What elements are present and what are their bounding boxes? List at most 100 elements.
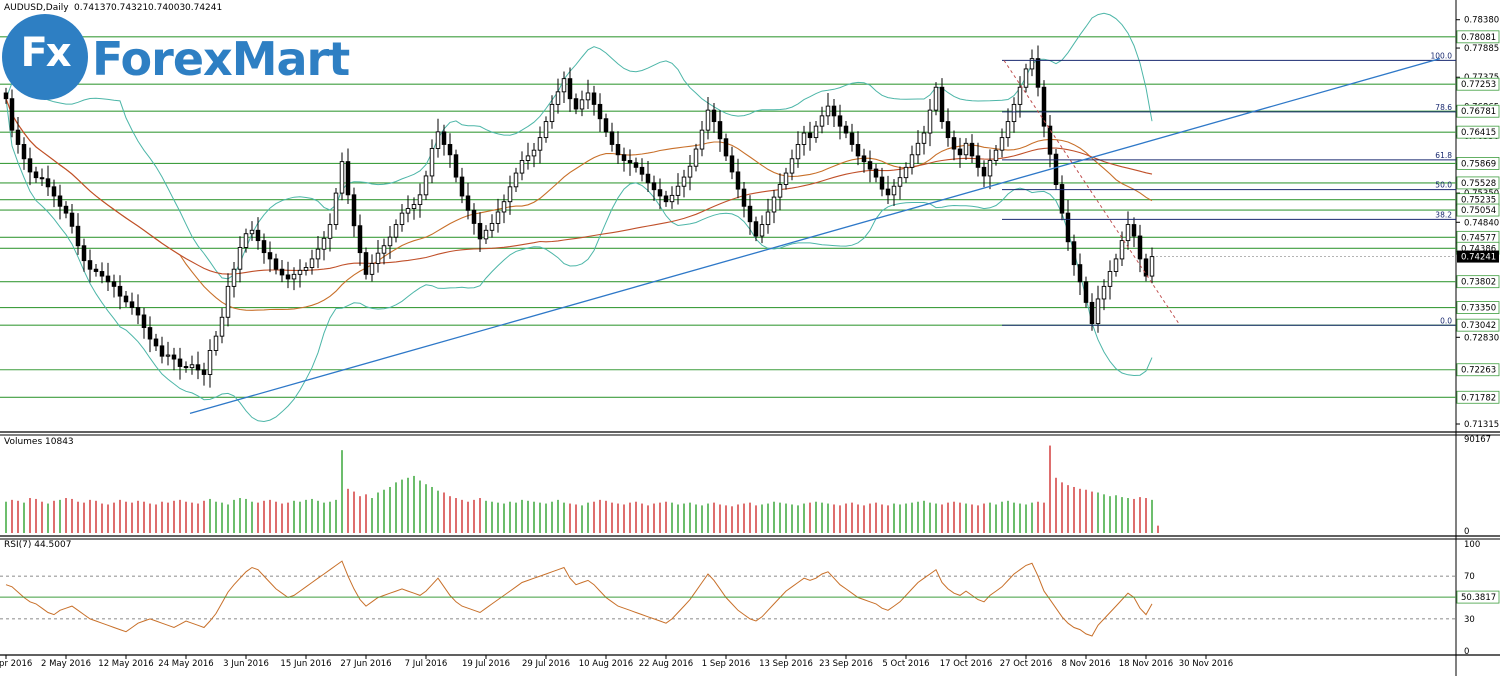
price-level-label: 0.78081 <box>1461 33 1496 43</box>
candle-body <box>393 224 399 238</box>
candle-body <box>1041 86 1047 127</box>
rsi-line <box>5 560 1153 637</box>
candle-body <box>321 237 327 250</box>
price-level-tag <box>1456 176 1500 190</box>
logo-fx-text: Fx <box>20 30 71 76</box>
candle-body <box>975 155 981 168</box>
candle-body <box>903 166 909 179</box>
candle-body <box>159 345 165 357</box>
candle-body <box>873 168 879 178</box>
x-tick-label: 10 Aug 2016 <box>579 659 633 669</box>
candle-body <box>1065 212 1071 243</box>
candle-body <box>93 268 99 272</box>
candle-body <box>657 189 663 197</box>
candle-body <box>441 131 447 145</box>
candle-body <box>207 350 213 375</box>
open-value: 0.74137 <box>74 3 111 13</box>
low-value: 0.74003 <box>148 3 185 13</box>
x-tick-label: 24 May 2016 <box>158 659 213 669</box>
candle-body <box>1089 301 1095 325</box>
candle-body <box>795 144 801 160</box>
candle-body <box>501 201 507 213</box>
candle-body <box>45 178 51 188</box>
candle-body <box>927 109 933 134</box>
candle-body <box>855 144 861 157</box>
candle-body <box>561 78 567 93</box>
candle-body <box>243 233 249 248</box>
price-level-label: 0.73042 <box>1461 321 1496 331</box>
candle-body <box>939 86 945 123</box>
candle-body <box>381 245 387 254</box>
rsi-label: RSI(7) 44.5007 <box>4 540 71 550</box>
candle-body <box>825 105 831 117</box>
y-tick-label: 0.77885 <box>1464 44 1499 54</box>
candle-body <box>549 103 555 123</box>
price-level-label: 0.71782 <box>1461 393 1496 403</box>
price-level-label: 0.76781 <box>1461 107 1496 117</box>
candle-body <box>933 86 939 111</box>
candle-body <box>555 91 561 105</box>
candle-body <box>1035 58 1041 88</box>
price-level-label: 0.74577 <box>1461 233 1496 243</box>
high-value: 0.74321 <box>111 3 148 13</box>
rsi-tick-label: 0 <box>1464 647 1469 657</box>
candle-body <box>957 148 963 156</box>
volume-label: Volumes 10843 <box>4 437 74 447</box>
candle-body <box>777 184 783 198</box>
candle-body <box>237 247 243 270</box>
candle-body <box>123 295 129 303</box>
candle-body <box>339 161 345 194</box>
candle-body <box>705 109 711 131</box>
price-level-tag <box>1456 125 1500 139</box>
candle-body <box>447 144 453 156</box>
candle-body <box>1137 235 1143 260</box>
candle-body <box>783 172 789 185</box>
fibonacci-trend-line <box>1003 60 1181 326</box>
volume-axis-min: 0 <box>1464 527 1469 537</box>
price-level-label: 0.77253 <box>1461 80 1496 90</box>
candle-body <box>819 115 825 127</box>
price-level-tag <box>1456 30 1500 44</box>
candle-body <box>285 274 291 280</box>
candle-body <box>669 194 675 203</box>
candle-body <box>1131 224 1137 237</box>
fibonacci-level-label: 50.0 <box>1435 181 1452 190</box>
y-tick-label: 0.74840 <box>1464 218 1499 228</box>
candle-body <box>405 208 411 214</box>
x-tick-label: 3 Jun 2016 <box>223 659 269 669</box>
x-tick-label: 7 Jul 2016 <box>405 659 448 669</box>
current-price-tag <box>1457 250 1499 263</box>
candle-body <box>147 327 153 340</box>
candle-body <box>597 103 603 120</box>
candle-body <box>105 275 111 283</box>
candle-body <box>471 209 477 224</box>
candle-body <box>999 137 1005 151</box>
candle-body <box>531 149 537 157</box>
x-tick-label: 18 Nov 2016 <box>1119 659 1173 669</box>
price-level-tag <box>1456 104 1500 118</box>
moving-average-slow <box>5 98 1153 275</box>
candle-body <box>399 212 405 226</box>
candle-body <box>87 260 93 270</box>
candle-body <box>1023 68 1029 88</box>
candle-body <box>1143 258 1149 277</box>
y-tick-label: 0.78380 <box>1464 16 1499 26</box>
candle-body <box>453 154 459 178</box>
candle-body <box>681 176 687 187</box>
candle-body <box>345 161 351 196</box>
x-tick-label: 27 Oct 2016 <box>1000 659 1053 669</box>
candle-body <box>963 142 969 156</box>
candle-body <box>267 252 273 260</box>
volume-axis-max: 90167 <box>1464 435 1491 445</box>
x-tick-label: 13 Sep 2016 <box>759 659 813 669</box>
candle-body <box>153 338 159 347</box>
candle-body <box>213 335 219 351</box>
candle-body <box>591 92 597 105</box>
candle-body <box>987 160 993 177</box>
candle-body <box>495 211 501 224</box>
candle-body <box>351 194 357 227</box>
candle-body <box>897 177 903 187</box>
candle-body <box>1011 103 1017 123</box>
candle-body <box>1047 125 1053 155</box>
